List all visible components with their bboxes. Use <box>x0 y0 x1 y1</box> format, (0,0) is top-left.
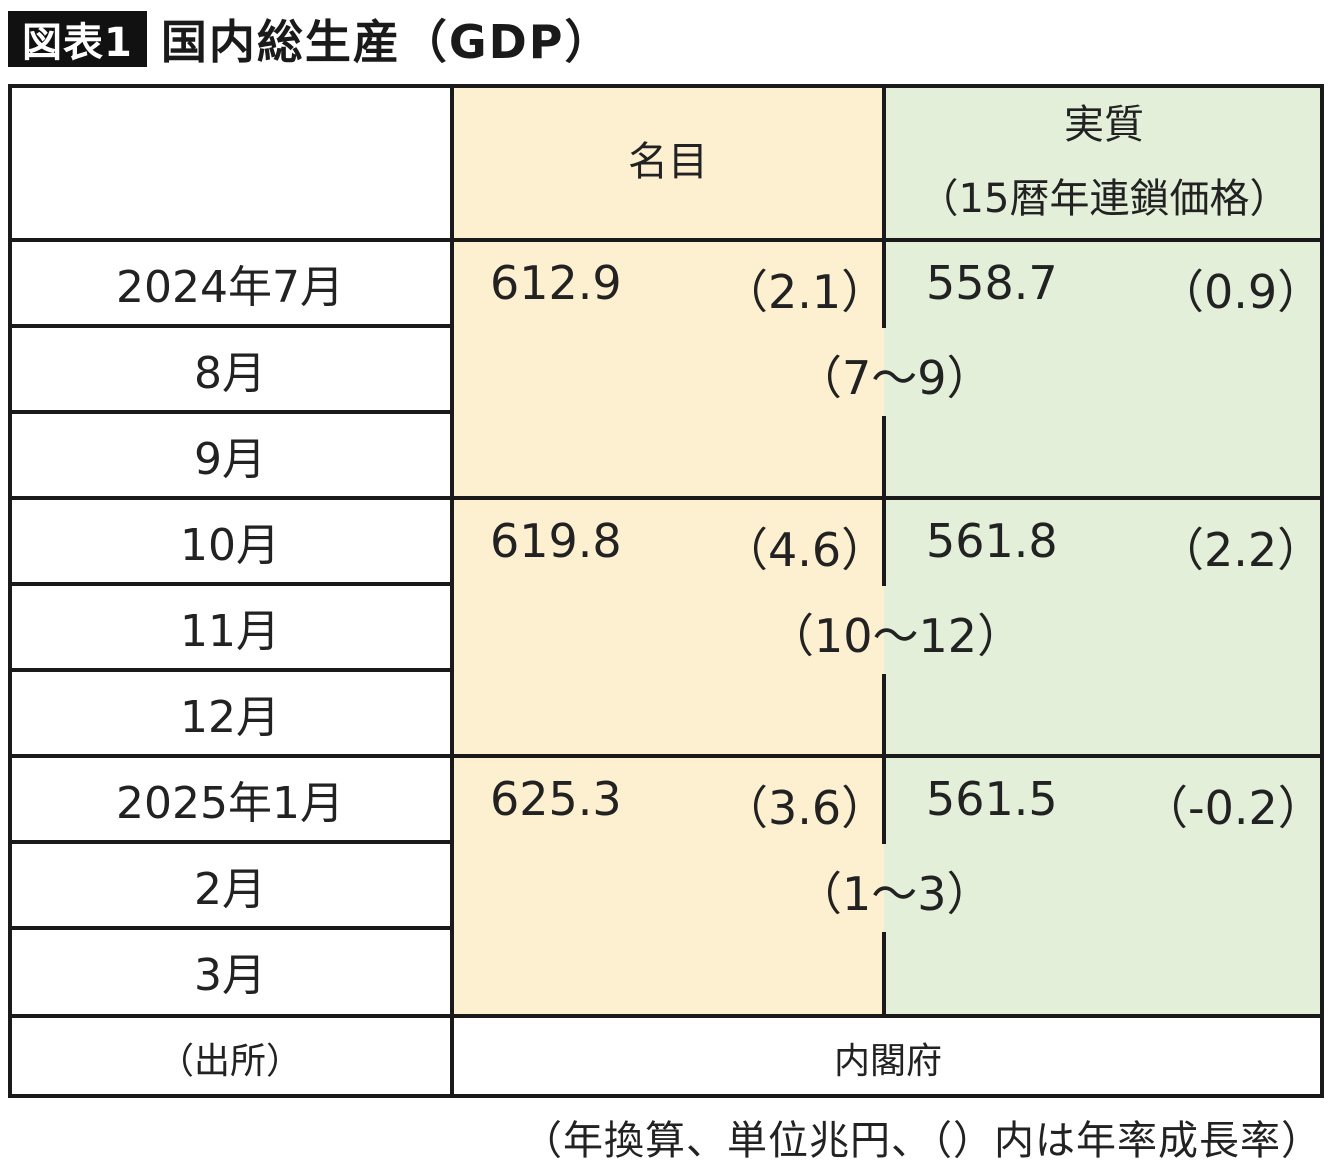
month-label: 2025年1月 <box>116 778 344 829</box>
header-nominal: 名目 <box>452 84 884 240</box>
real-value: 558.7 <box>926 256 1058 310</box>
row-divider <box>8 324 452 328</box>
source-label: （出所） <box>157 1041 302 1082</box>
real-growth-rate: （-0.2） <box>1142 781 1324 835</box>
nominal-real-divider <box>882 416 886 496</box>
real-value: 561.8 <box>926 514 1058 568</box>
quarter-divider <box>8 754 1324 758</box>
month-row: 12月 <box>8 670 452 756</box>
month-label: 2024年7月 <box>116 262 344 313</box>
row-divider <box>8 410 452 414</box>
nominal-growth-rate: （3.6） <box>722 781 888 835</box>
real-growth-rate: （2.2） <box>1158 523 1324 577</box>
row-divider <box>8 926 452 930</box>
nominal-value: 619.8 <box>490 514 622 568</box>
page-title: 国内総生産（GDP） <box>160 15 613 69</box>
nominal-growth-rate: （2.1） <box>722 265 888 319</box>
nominal-real-divider <box>882 84 886 240</box>
header-real-label: 実質 <box>1064 102 1144 148</box>
header-real-sublabel: （15暦年連鎖価格） <box>918 176 1290 222</box>
title-row: 図表1 国内総生産（GDP） <box>8 8 613 70</box>
nominal-real-divider <box>882 756 886 844</box>
header-real: 実質 （15暦年連鎖価格） <box>884 84 1324 240</box>
month-label: 10月 <box>180 520 280 571</box>
nominal-real-divider <box>882 674 886 756</box>
gdp-table: 名目 実質 （15暦年連鎖価格） 2024年7月 8月 9月 10月 11月 1… <box>8 84 1324 1098</box>
source-value: 内閣府 <box>833 1041 942 1082</box>
month-label: 12月 <box>180 692 280 743</box>
source-label-cell: （出所） <box>8 1018 452 1098</box>
month-label: 2月 <box>194 864 266 915</box>
month-row: 11月 <box>8 584 452 670</box>
real-value: 561.5 <box>926 772 1058 826</box>
month-row: 9月 <box>8 412 452 498</box>
real-growth-rate: （0.9） <box>1158 265 1324 319</box>
month-label: 9月 <box>194 434 266 485</box>
nominal-real-divider <box>882 240 886 328</box>
month-label: 8月 <box>194 348 266 399</box>
nominal-real-divider <box>882 498 886 586</box>
row-divider <box>8 840 452 844</box>
month-label: 3月 <box>194 950 266 1001</box>
quarter-period: （1～3） <box>796 867 993 921</box>
header-nominal-label: 名目 <box>628 139 708 185</box>
month-row: 3月 <box>8 928 452 1014</box>
figure-badge: 図表1 <box>8 11 147 67</box>
quarter-period: （7～9） <box>796 351 993 405</box>
column-divider <box>450 84 454 1098</box>
month-row: 2月 <box>8 842 452 928</box>
nominal-value: 612.9 <box>490 256 622 310</box>
nominal-real-divider <box>882 932 886 1016</box>
nominal-growth-rate: （4.6） <box>722 523 888 577</box>
row-divider <box>8 582 452 586</box>
source-value-cell: 内閣府 <box>452 1018 1324 1098</box>
month-label: 11月 <box>180 606 280 657</box>
month-row: 2024年7月 <box>8 240 452 326</box>
month-row: 10月 <box>8 498 452 584</box>
quarter-period: （10～12） <box>768 609 1024 663</box>
quarter-divider <box>8 496 1324 500</box>
month-row: 2025年1月 <box>8 756 452 842</box>
month-row: 8月 <box>8 326 452 412</box>
header-divider <box>8 238 1324 242</box>
row-divider <box>8 668 452 672</box>
source-divider <box>8 1014 1324 1018</box>
nominal-value: 625.3 <box>490 772 622 826</box>
footnote: （年換算、単位兆円、（）内は年率成長率） <box>522 1118 1322 1164</box>
